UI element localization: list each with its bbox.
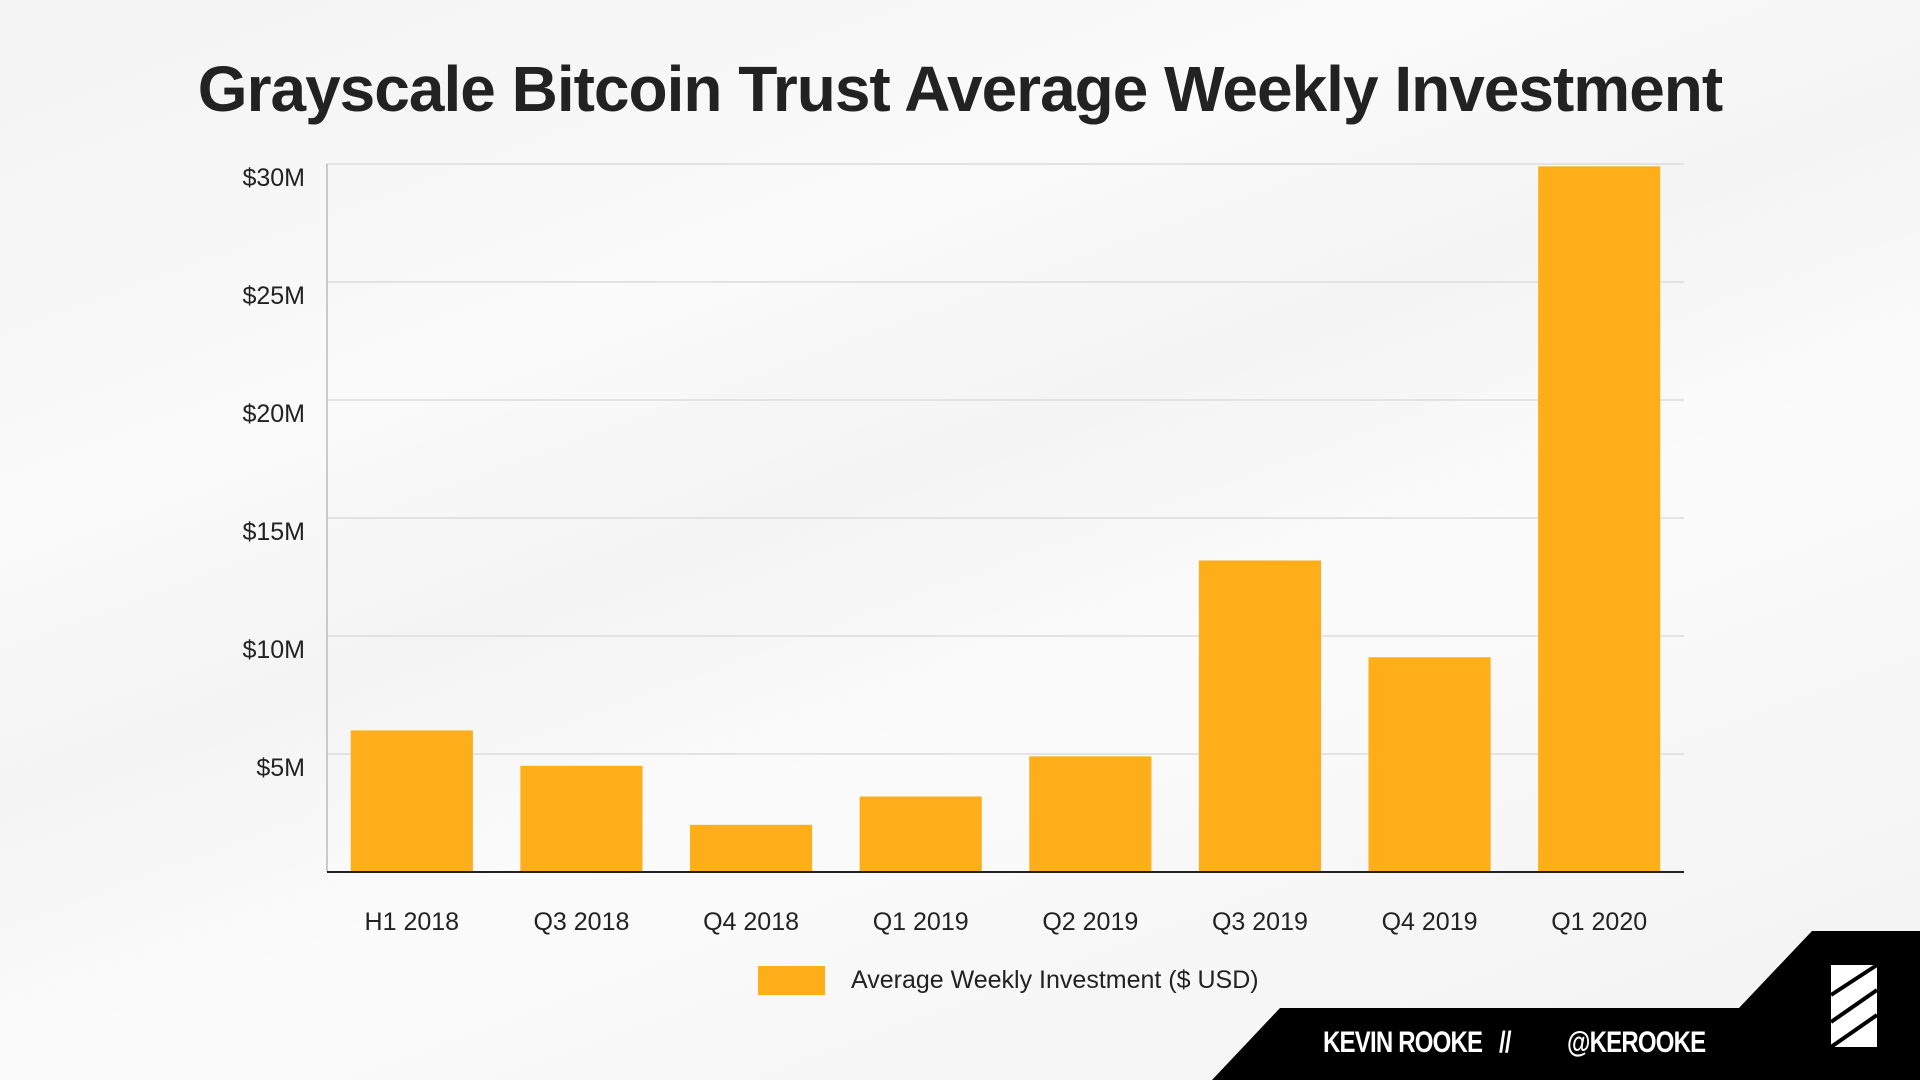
x-tick-label: Q2 2019: [1042, 908, 1138, 936]
y-tick-label: $15M: [242, 518, 305, 546]
y-tick-label: $20M: [242, 400, 305, 428]
x-tick-label: Q4 2019: [1382, 908, 1478, 936]
x-tick-label: Q1 2019: [873, 908, 969, 936]
bar: [520, 765, 643, 872]
bar: [689, 824, 813, 872]
y-tick-label: $5M: [256, 754, 305, 782]
legend-swatch: [758, 966, 825, 995]
y-tick-label: $30M: [242, 164, 305, 192]
bar: [350, 730, 473, 872]
bar: [1198, 560, 1322, 872]
x-tick-label: Q4 2018: [703, 908, 799, 936]
legend: Average Weekly Investment ($ USD): [758, 966, 1259, 995]
y-tick-label: $10M: [242, 636, 305, 664]
x-tick-label: Q3 2019: [1212, 908, 1308, 936]
bar: [1029, 756, 1152, 872]
x-tick-label: Q1 2020: [1551, 908, 1647, 936]
footer-separator: //: [1499, 1026, 1512, 1059]
bar: [1368, 657, 1491, 872]
bar: [1538, 166, 1661, 873]
author-name: KEVIN ROOKE: [1323, 1026, 1483, 1059]
chart-title: Grayscale Bitcoin Trust Average Weekly I…: [197, 53, 1723, 125]
x-tick-label: H1 2018: [365, 908, 460, 936]
y-tick-label: $25M: [242, 282, 305, 310]
legend-label: Average Weekly Investment ($ USD): [851, 966, 1259, 994]
bar: [859, 796, 982, 872]
x-tick-label: Q3 2018: [533, 908, 629, 936]
author-handle: @KEROOKE: [1567, 1026, 1706, 1059]
striped-square-logo: [1829, 963, 1879, 1049]
